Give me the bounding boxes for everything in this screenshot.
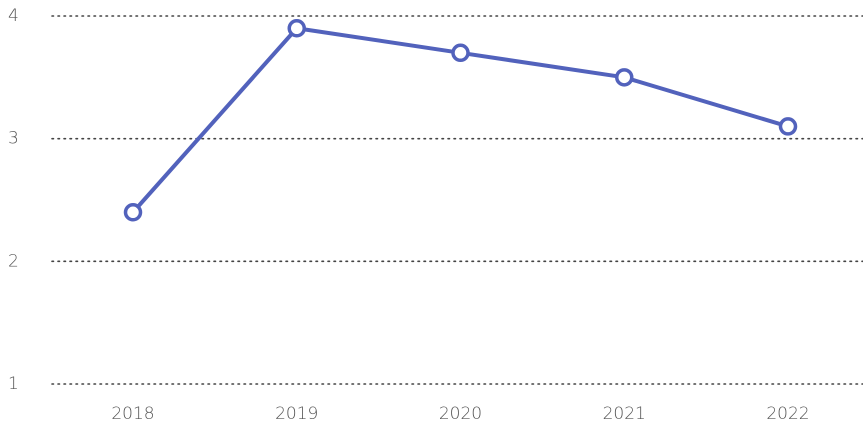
- point: [451, 43, 470, 63]
- point: [615, 68, 634, 87]
- y-tick-label: 4: [8, 6, 19, 26]
- x-tick-label: 2019: [275, 404, 318, 424]
- y-tick-label: 3: [8, 129, 19, 149]
- y-tick-label: 1: [8, 374, 19, 394]
- point: [287, 19, 306, 38]
- x-tick-label: 2021: [603, 404, 646, 424]
- point: [123, 203, 143, 222]
- x-tick-label: 2020: [439, 404, 482, 424]
- y-tick-label: 2: [8, 251, 19, 271]
- point: [778, 117, 798, 136]
- x-tick-label: 2018: [111, 404, 154, 424]
- x-tick-label: 2022: [766, 404, 809, 424]
